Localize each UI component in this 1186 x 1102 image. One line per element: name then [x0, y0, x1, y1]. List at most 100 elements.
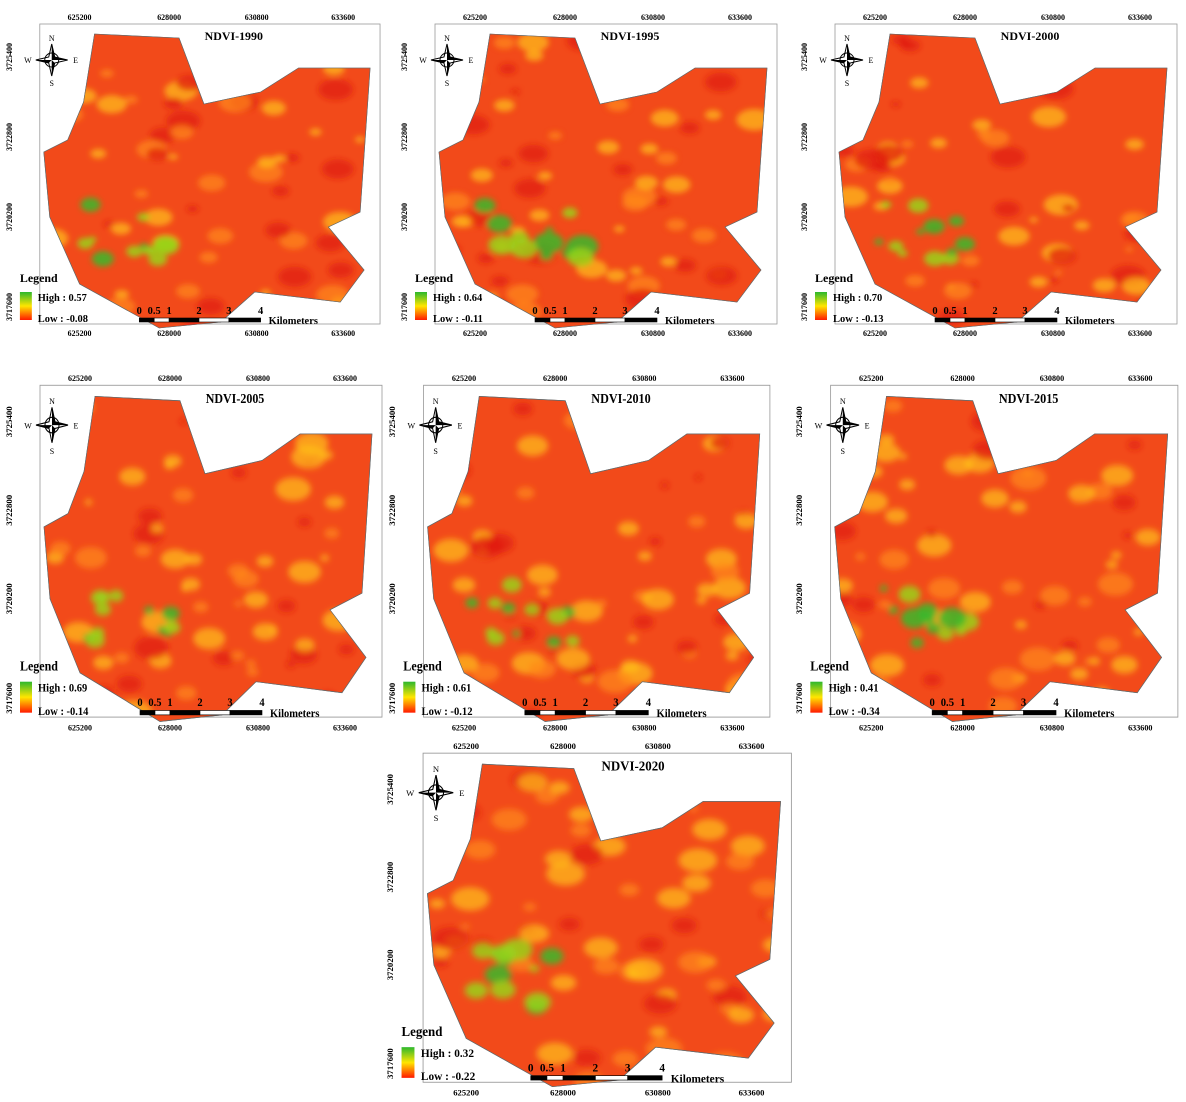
patch	[1122, 531, 1133, 539]
vegetation	[540, 947, 564, 965]
patch	[113, 652, 130, 664]
patch	[429, 898, 446, 909]
scale-label: 2	[196, 306, 201, 317]
patch	[1127, 440, 1142, 450]
map-title: NDVI-2020	[602, 759, 666, 774]
scale-segment	[169, 710, 201, 716]
patch	[994, 201, 1021, 217]
x-tick-label: 625200	[453, 1087, 479, 1097]
patch	[593, 958, 620, 975]
scale-label: 0.5	[540, 1062, 554, 1074]
patch	[694, 474, 703, 480]
vegetation	[900, 607, 928, 629]
compass-ring	[835, 416, 851, 434]
patch	[176, 284, 200, 299]
scale-segment	[615, 710, 649, 716]
legend-low: Low : -0.13	[833, 314, 883, 325]
patch	[179, 418, 188, 425]
x-tick-label: 633600	[739, 741, 765, 751]
x-tick-label: 628000	[543, 373, 567, 383]
scale-segment	[1023, 710, 1057, 716]
scale-label: 4	[259, 697, 265, 710]
patch	[944, 282, 972, 300]
patch	[572, 1049, 601, 1067]
patch	[451, 215, 472, 228]
patch	[855, 553, 866, 561]
patch	[547, 646, 559, 654]
legend-high: High : 0.70	[833, 293, 882, 304]
x-tick-label: 633600	[728, 329, 752, 338]
vegetation	[464, 982, 488, 999]
compass-n: N	[49, 34, 55, 43]
compass-n: N	[844, 34, 850, 43]
scale-segment	[546, 1075, 564, 1081]
patch	[656, 887, 691, 909]
x-tick-label: 625200	[859, 373, 883, 383]
scale-label: 0	[532, 306, 537, 317]
x-tick-label: 633600	[728, 13, 752, 22]
legend-ramp	[401, 1047, 415, 1078]
patch	[1054, 270, 1063, 276]
vegetation	[474, 198, 496, 214]
y-tick-label: 3722800	[800, 123, 809, 151]
compass-e: E	[469, 56, 474, 65]
scale-label: 0.5	[148, 697, 162, 710]
patch	[692, 818, 727, 841]
patch	[261, 100, 286, 116]
patch	[734, 513, 759, 529]
x-tick-label: 633600	[1128, 722, 1152, 732]
patch	[149, 127, 177, 144]
patch	[660, 482, 670, 489]
vegetation	[143, 606, 155, 615]
x-tick-label: 630800	[1040, 373, 1064, 383]
y-tick-label: 3720200	[800, 203, 809, 231]
patch	[252, 623, 279, 641]
legend-low: Low : -0.34	[829, 706, 881, 719]
legend-title: Legend	[815, 271, 853, 285]
compass-star-inner	[431, 44, 463, 76]
legend-ramp	[20, 681, 32, 713]
x-tick-label: 628000	[550, 1087, 576, 1097]
scale-segment	[229, 710, 263, 716]
patch	[990, 146, 1026, 168]
compass: N S W E	[406, 764, 464, 823]
patch	[431, 956, 449, 967]
scale-segment	[627, 1075, 663, 1081]
x-tick-label: 625200	[453, 741, 479, 751]
scale-segment	[962, 710, 994, 716]
vegetation	[880, 200, 892, 209]
compass-n: N	[433, 396, 439, 406]
x-tick-label: 633600	[1128, 373, 1152, 383]
y-tick-label: 3717600	[388, 683, 398, 714]
compass-w: W	[24, 420, 32, 430]
vegetation	[85, 632, 105, 648]
scale-label: 4	[659, 1062, 665, 1074]
patch	[452, 577, 476, 593]
patch	[277, 266, 312, 287]
y-tick-label: 3717600	[385, 1048, 395, 1079]
scale-segment	[947, 710, 963, 716]
patch	[676, 640, 698, 655]
scale-label: 3	[622, 306, 627, 317]
scale-segment	[139, 710, 156, 716]
scale-unit: Kilometers	[671, 1073, 725, 1085]
scale-segment	[1024, 317, 1058, 323]
scale-label: 3	[227, 697, 233, 710]
patch	[537, 171, 553, 181]
legend-title: Legend	[402, 1024, 444, 1039]
x-tick-label: 625200	[68, 372, 92, 382]
patch	[634, 175, 659, 190]
patch	[710, 436, 730, 450]
scale-label: 2	[593, 1062, 599, 1074]
map-panel: 625200 625200 628000 628000 630800 630800 6336…	[385, 741, 792, 1097]
y-tick-label: 3717600	[400, 293, 409, 321]
x-tick-label: 625200	[463, 329, 487, 338]
patch	[901, 140, 914, 148]
scale-segment	[228, 317, 261, 323]
scale-segment	[554, 710, 586, 716]
patch	[1070, 668, 1089, 680]
patch	[513, 402, 533, 416]
scale-label: 0	[528, 1062, 534, 1074]
patch	[163, 455, 182, 467]
scale-label: 4	[646, 697, 652, 710]
